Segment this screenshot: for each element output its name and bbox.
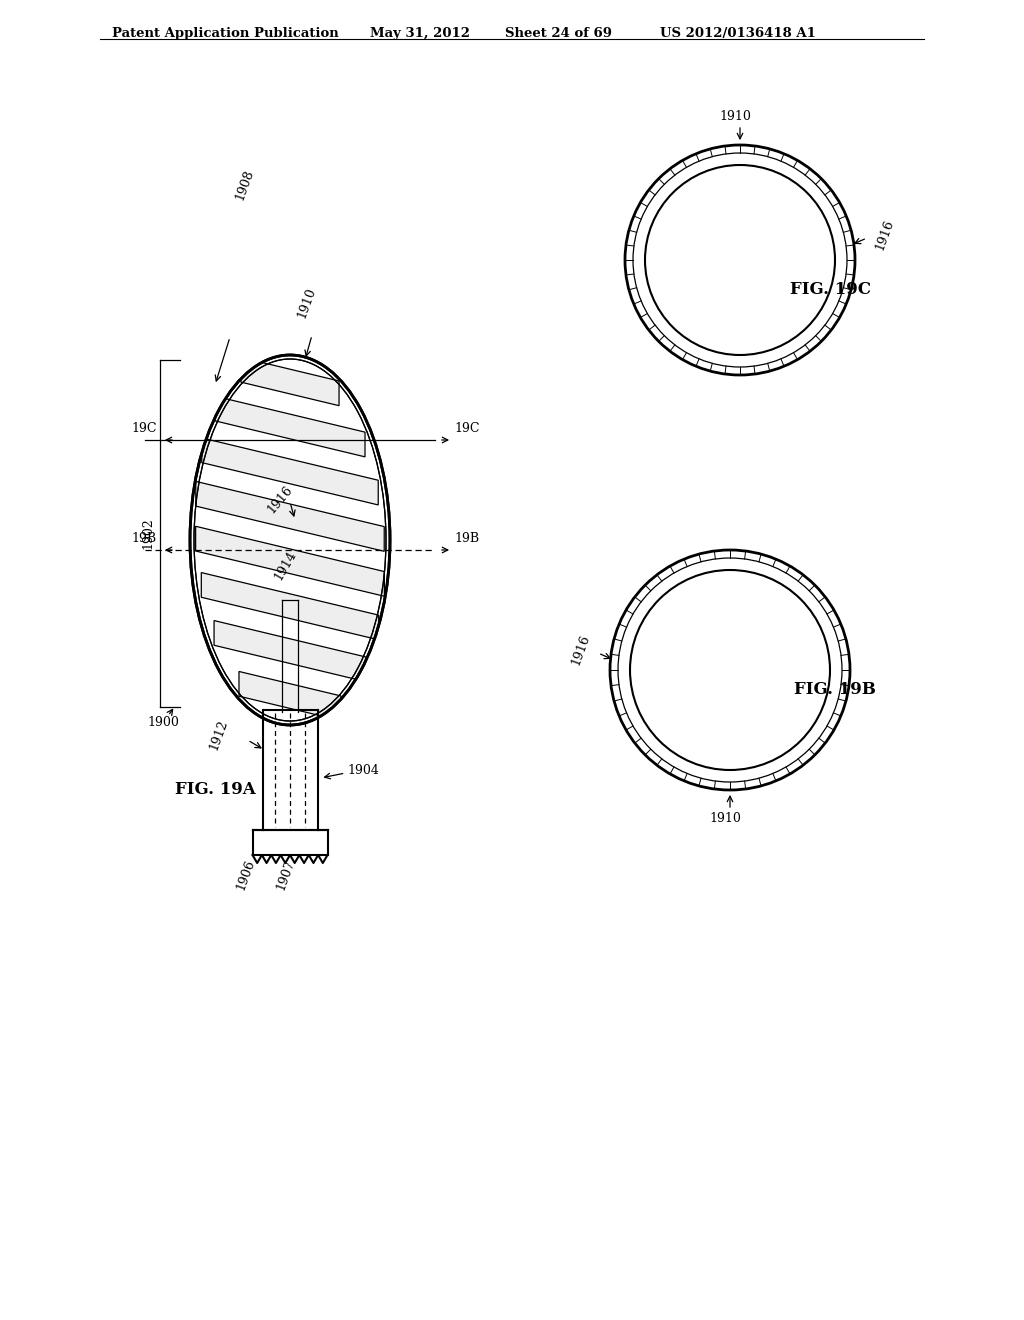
Text: Sheet 24 of 69: Sheet 24 of 69 (505, 26, 612, 40)
Text: 19B: 19B (132, 532, 157, 545)
Text: 1910: 1910 (719, 110, 751, 123)
Polygon shape (196, 482, 384, 552)
Text: FIG. 19A: FIG. 19A (175, 781, 255, 799)
Text: 1900: 1900 (147, 715, 179, 729)
Text: FIG. 19B: FIG. 19B (794, 681, 876, 698)
Text: 1904: 1904 (347, 763, 379, 776)
Text: 1914: 1914 (272, 548, 299, 582)
Polygon shape (215, 396, 365, 457)
Text: 1908: 1908 (233, 168, 256, 202)
Polygon shape (241, 358, 339, 405)
Text: 1907: 1907 (274, 858, 298, 892)
Text: 1916: 1916 (569, 632, 592, 667)
Text: 1902: 1902 (141, 517, 154, 549)
Polygon shape (202, 573, 379, 640)
Text: Patent Application Publication: Patent Application Publication (112, 26, 339, 40)
Text: 1910: 1910 (709, 812, 741, 825)
Polygon shape (214, 620, 366, 681)
Text: 19B: 19B (454, 532, 479, 545)
Text: 1912: 1912 (208, 718, 230, 752)
Polygon shape (196, 527, 384, 597)
Text: 1916: 1916 (873, 218, 896, 252)
Text: 19C: 19C (454, 422, 479, 436)
Text: 1916: 1916 (265, 483, 296, 516)
Polygon shape (202, 438, 378, 506)
Text: 1906: 1906 (234, 858, 257, 892)
Text: 1910: 1910 (295, 285, 318, 319)
Text: US 2012/0136418 A1: US 2012/0136418 A1 (660, 26, 816, 40)
Text: May 31, 2012: May 31, 2012 (370, 26, 470, 40)
Text: FIG. 19C: FIG. 19C (790, 281, 870, 298)
Text: 19C: 19C (131, 422, 157, 436)
Polygon shape (239, 672, 341, 721)
